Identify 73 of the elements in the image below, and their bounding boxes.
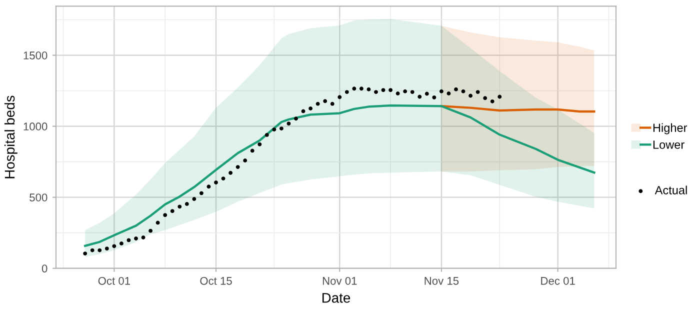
point bbox=[344, 90, 349, 94]
point bbox=[454, 87, 458, 92]
point bbox=[163, 213, 168, 218]
y-tick-label: 0 bbox=[42, 264, 48, 272]
point bbox=[359, 86, 364, 91]
point bbox=[90, 248, 94, 252]
point bbox=[148, 228, 153, 233]
point bbox=[498, 94, 502, 99]
point bbox=[439, 89, 444, 94]
point bbox=[330, 102, 334, 106]
point bbox=[112, 244, 116, 248]
point bbox=[156, 220, 160, 225]
point bbox=[221, 176, 226, 181]
x-tick-label: Oct 01 bbox=[98, 276, 130, 285]
legend-label: Actual bbox=[654, 186, 687, 194]
point bbox=[192, 197, 196, 201]
point bbox=[119, 241, 124, 246]
point bbox=[403, 89, 408, 94]
point bbox=[83, 252, 88, 256]
point bbox=[446, 91, 451, 96]
point bbox=[352, 86, 356, 91]
x-tick-label: Dec 01 bbox=[541, 276, 575, 285]
x-tick-label: Nov 01 bbox=[322, 276, 357, 285]
point bbox=[170, 209, 174, 214]
legend-label: Higher bbox=[653, 123, 688, 134]
point bbox=[374, 90, 378, 94]
point bbox=[483, 96, 488, 100]
point bbox=[461, 89, 466, 94]
point bbox=[243, 158, 248, 162]
point bbox=[468, 94, 473, 98]
point bbox=[410, 90, 414, 94]
point bbox=[264, 132, 269, 137]
point bbox=[199, 191, 204, 196]
point bbox=[104, 246, 109, 251]
point bbox=[301, 109, 306, 114]
line-series bbox=[84, 104, 596, 247]
point bbox=[316, 102, 320, 106]
point bbox=[308, 106, 313, 110]
legend-label: Lower bbox=[653, 140, 684, 149]
y-tick-label: 1000 bbox=[24, 122, 48, 130]
point bbox=[323, 99, 328, 104]
y-axis-title: Hospital beds bbox=[4, 96, 18, 178]
point bbox=[126, 238, 131, 242]
point bbox=[214, 180, 218, 184]
point bbox=[258, 142, 262, 146]
point bbox=[490, 99, 494, 104]
point bbox=[338, 95, 342, 100]
x-tick-label: Oct 15 bbox=[200, 276, 232, 285]
point bbox=[184, 202, 189, 206]
point bbox=[236, 165, 240, 170]
point bbox=[250, 148, 254, 153]
point bbox=[476, 90, 480, 94]
point bbox=[418, 94, 422, 99]
point bbox=[279, 126, 284, 131]
y-tick-label: 1500 bbox=[24, 52, 48, 60]
point bbox=[178, 204, 182, 209]
point bbox=[98, 248, 102, 252]
point bbox=[396, 91, 400, 96]
x-axis-title: Date bbox=[322, 293, 350, 303]
point bbox=[134, 236, 138, 240]
point bbox=[366, 87, 371, 92]
point bbox=[141, 236, 146, 240]
point bbox=[228, 170, 233, 175]
point bbox=[206, 184, 211, 189]
point bbox=[272, 128, 276, 132]
y-tick-label: 500 bbox=[30, 194, 48, 202]
point bbox=[286, 122, 291, 126]
point bbox=[294, 116, 298, 121]
point bbox=[388, 88, 393, 92]
x-tick-label: Nov 15 bbox=[424, 277, 459, 285]
point bbox=[424, 92, 429, 96]
point bbox=[432, 95, 436, 100]
point bbox=[381, 88, 386, 92]
